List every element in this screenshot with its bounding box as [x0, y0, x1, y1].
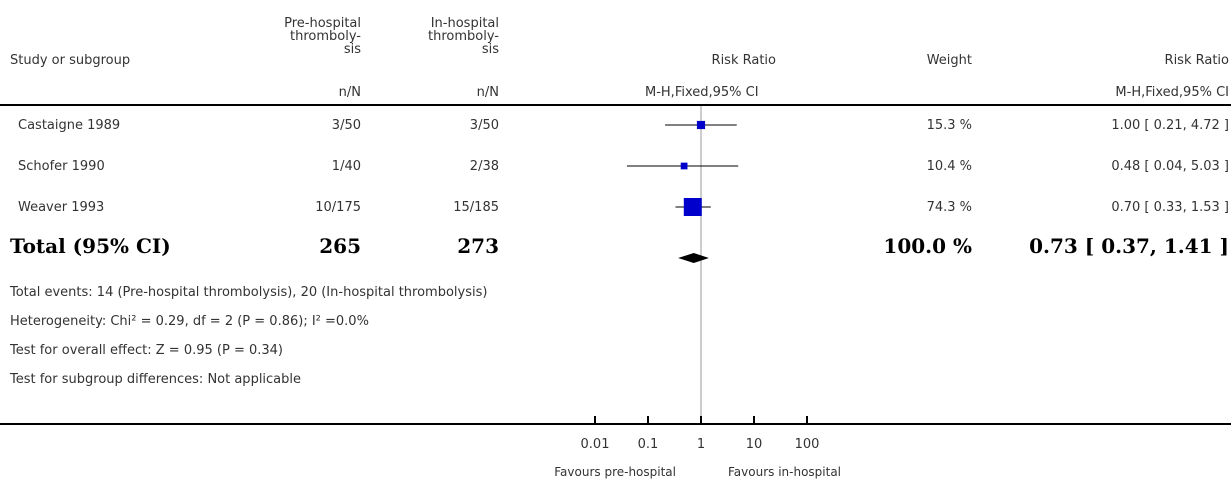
study-in-events: 3/50: [469, 118, 499, 133]
axis-tick-label: 0.01: [580, 437, 610, 452]
weight-square: [696, 120, 706, 130]
note-subgroup-differences: Test for subgroup differences: Not appli…: [10, 372, 302, 387]
study-in-events: 2/38: [469, 159, 499, 174]
column-header-risk-ratio-ci: Risk Ratio: [1164, 53, 1229, 68]
axis-tick-label: 100: [794, 437, 820, 452]
axis-left-label: Favours pre-hospital: [554, 465, 676, 479]
column-header-risk-ratio-plot: Risk Ratio: [711, 53, 776, 68]
axis-tick-label: 10: [745, 437, 763, 452]
header-line: sis: [343, 42, 361, 57]
note-total-events: Total events: 14 (Pre-hospital thromboly…: [10, 285, 488, 300]
subheader-in-nN: n/N: [476, 85, 499, 100]
header-divider: [0, 104, 1231, 106]
header-line: thromboly-: [428, 29, 499, 44]
study-pre-events: 1/40: [331, 159, 361, 174]
header-line: thromboly-: [290, 29, 361, 44]
column-header-in-hospital: In-hospital thromboly- sis: [428, 17, 499, 56]
column-header-pre-hospital: Pre-hospital thromboly- sis: [284, 17, 361, 56]
total-ci: 0.73 [ 0.37, 1.41 ]: [1029, 234, 1229, 258]
header-line: In-hospital: [430, 16, 499, 31]
pooled-diamond: [678, 253, 709, 263]
subheader-pre-nN: n/N: [338, 85, 361, 100]
study-name: Castaigne 1989: [18, 118, 121, 133]
note-heterogeneity: Heterogeneity: Chi² = 0.29, df = 2 (P = …: [10, 314, 369, 329]
study-ci: 1.00 [ 0.21, 4.72 ]: [1111, 118, 1229, 133]
axis-tick-label: 1: [696, 437, 706, 452]
header-line: Pre-hospital: [284, 16, 361, 31]
header-line: sis: [481, 42, 499, 57]
study-ci: 0.48 [ 0.04, 5.03 ]: [1111, 159, 1229, 174]
weight-square: [683, 198, 702, 216]
study-name: Schofer 1990: [18, 159, 105, 174]
subheader-plot-method: M-H,Fixed,95% CI: [645, 85, 759, 100]
footer-divider: [0, 423, 1231, 425]
column-header-weight: Weight: [926, 53, 972, 68]
column-header-study: Study or subgroup: [10, 53, 131, 68]
axis-tick-label: 0.1: [637, 437, 659, 452]
study-weight: 74.3 %: [926, 200, 972, 215]
subheader-ci-method: M-H,Fixed,95% CI: [1115, 85, 1229, 100]
study-name: Weaver 1993: [18, 200, 105, 215]
study-ci: 0.70 [ 0.33, 1.53 ]: [1111, 200, 1229, 215]
total-pre: 265: [319, 234, 361, 258]
note-overall-effect: Test for overall effect: Z = 0.95 (P = 0…: [10, 343, 283, 358]
total-label: Total (95% CI): [10, 234, 171, 258]
study-pre-events: 10/175: [315, 200, 361, 215]
study-weight: 10.4 %: [926, 159, 972, 174]
study-in-events: 15/185: [453, 200, 499, 215]
axis-right-label: Favours in-hospital: [728, 465, 842, 479]
weight-square: [680, 162, 688, 170]
study-pre-events: 3/50: [331, 118, 361, 133]
study-weight: 15.3 %: [926, 118, 972, 133]
total-in: 273: [457, 234, 499, 258]
total-weight: 100.0 %: [883, 234, 972, 258]
